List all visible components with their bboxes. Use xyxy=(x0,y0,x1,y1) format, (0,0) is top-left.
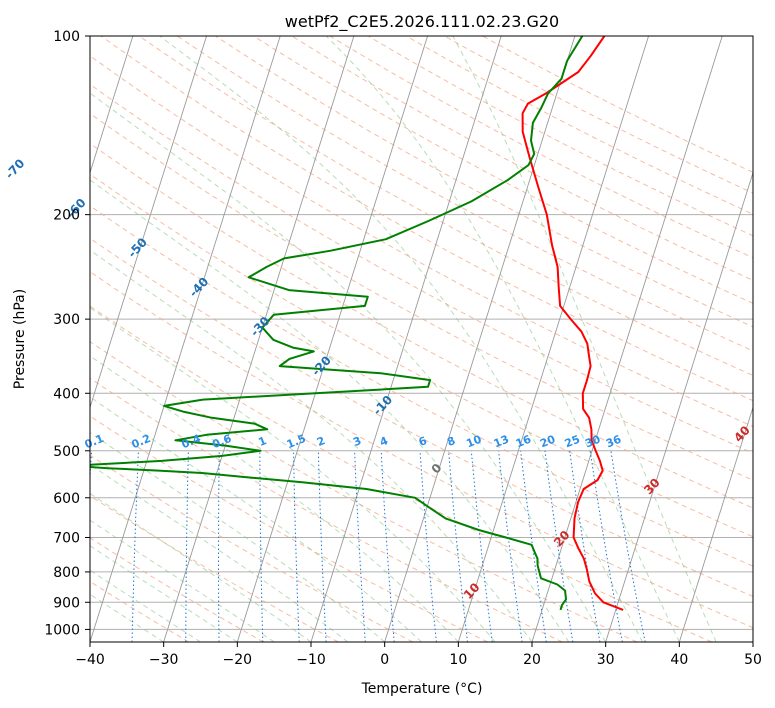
mixing-ratio-line xyxy=(419,450,437,642)
mixing-ratio-label: 3 xyxy=(351,434,363,449)
mixing-ratio-label: 13 xyxy=(492,433,511,451)
x-tick-label: 50 xyxy=(744,652,762,668)
dry-adiabat xyxy=(253,36,753,304)
dry-adiabat xyxy=(90,237,753,598)
x-tick-label: −30 xyxy=(149,652,179,668)
x-axis-label: Temperature (°C) xyxy=(361,681,483,697)
moist-adiabat xyxy=(90,519,275,642)
x-tick-label: −20 xyxy=(223,652,253,668)
x-tick-label: 10 xyxy=(449,652,467,668)
pressure-gridlines xyxy=(90,36,753,630)
isotherm xyxy=(90,36,207,409)
isotherm xyxy=(163,36,355,642)
dry-adiabat xyxy=(90,205,753,567)
mixing-ratio-label: 25 xyxy=(563,433,582,451)
mixing-ratio-label: 20 xyxy=(538,433,557,451)
dry-adiabat xyxy=(367,36,753,237)
mixing-ratio-line xyxy=(589,450,623,642)
y-tick-label: 400 xyxy=(53,386,80,402)
moist-adiabat xyxy=(90,432,386,642)
y-tick-label: 200 xyxy=(53,208,80,224)
dry-adiabat xyxy=(100,36,753,402)
dry-adiabat xyxy=(90,83,753,454)
profile-lines xyxy=(90,36,624,611)
y-axis: 100 200 300 400 500 600 700 800 900 1000 xyxy=(44,29,90,638)
mixing-ratio-label: 10 xyxy=(464,433,483,451)
dewpoint-profile-line xyxy=(90,36,584,611)
mixing-ratio-label: 1 xyxy=(257,434,269,449)
y-axis-label: Pressure (hPa) xyxy=(12,289,28,389)
y-tick-label: 100 xyxy=(53,29,80,45)
isotherm xyxy=(605,171,753,642)
y-tick-label: 500 xyxy=(53,444,80,460)
y-tick-label: 1000 xyxy=(44,622,80,638)
moist-adiabat xyxy=(90,396,422,642)
isotherm xyxy=(531,36,723,642)
isotherm xyxy=(457,36,649,642)
moist-adiabat xyxy=(159,36,643,642)
dry-adiabat xyxy=(482,36,753,173)
mixing-ratio-line xyxy=(448,450,468,642)
moist-adiabat xyxy=(325,36,680,642)
dry-adiabat xyxy=(291,36,753,281)
dry-adiabat xyxy=(90,271,753,629)
mixing-ratio-label: 16 xyxy=(514,433,533,451)
mixing-ratio-label: 36 xyxy=(604,433,623,451)
x-tick-label: 20 xyxy=(523,652,541,668)
moist-adiabat xyxy=(90,179,570,642)
dry-adiabat xyxy=(405,36,753,215)
isotherm xyxy=(90,36,281,642)
mixing-ratio-line xyxy=(470,450,493,642)
moist-adiabat xyxy=(452,36,717,642)
moist-adiabat xyxy=(90,355,459,642)
mixing-ratio-label: 2 xyxy=(315,434,327,449)
dry-adiabat xyxy=(90,305,712,642)
mixing-ratio-line xyxy=(610,450,646,642)
x-tick-label: −40 xyxy=(75,652,105,668)
isotherm xyxy=(384,36,576,642)
isotherms xyxy=(90,36,753,642)
isotherm xyxy=(236,36,428,642)
isotherm xyxy=(678,405,753,642)
moist-adiabat xyxy=(90,92,607,642)
y-tick-label: 900 xyxy=(53,595,80,611)
y-tick-label: 600 xyxy=(53,491,80,507)
mixing-ratio-label: 30 xyxy=(583,433,602,451)
moist-adiabat xyxy=(90,463,349,642)
moist-adiabat xyxy=(90,249,533,642)
y-tick-label: 300 xyxy=(53,312,80,328)
dry-adiabat xyxy=(138,36,753,377)
dry-adiabat xyxy=(90,173,753,538)
dry-adiabat xyxy=(90,454,414,642)
plot-frame xyxy=(89,35,754,643)
temperature-profile-line xyxy=(521,36,624,611)
chart-title: wetPf2_C2E5.2026.111.02.23.G20 xyxy=(285,12,559,32)
mixing-ratio-line xyxy=(544,450,574,642)
y-tick-label: 800 xyxy=(53,565,80,581)
x-tick-label: 30 xyxy=(597,652,615,668)
x-tick-label: −10 xyxy=(296,652,326,668)
dry-adiabat xyxy=(90,112,753,481)
x-tick-label: 0 xyxy=(380,652,389,668)
x-tick-label: 40 xyxy=(670,652,688,668)
mixing-ratio-label: 8 xyxy=(445,434,457,449)
moist-adiabats xyxy=(90,36,717,642)
dry-adiabat xyxy=(90,55,753,428)
y-tick-label: 700 xyxy=(53,531,80,547)
isotherm xyxy=(90,36,134,175)
isotherm xyxy=(310,36,502,642)
mixing-ratio-line xyxy=(569,450,601,642)
mixing-ratio-line xyxy=(498,450,523,642)
x-axis: −40 −30 −20 −10 0 10 20 30 40 50 xyxy=(75,642,762,668)
